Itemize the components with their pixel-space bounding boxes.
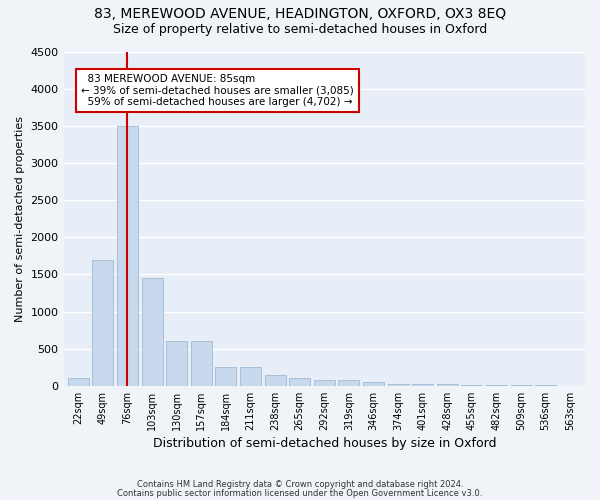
Bar	[92, 260, 113, 386]
Bar	[486, 385, 507, 386]
Bar	[437, 384, 458, 386]
Y-axis label: Number of semi-detached properties: Number of semi-detached properties	[15, 116, 25, 322]
Bar	[191, 341, 212, 386]
Bar	[388, 384, 409, 386]
Bar	[265, 374, 286, 386]
Bar	[215, 367, 236, 386]
Bar	[117, 126, 138, 386]
Bar	[511, 385, 532, 386]
Text: Contains public sector information licensed under the Open Government Licence v3: Contains public sector information licen…	[118, 488, 482, 498]
Bar	[461, 384, 482, 386]
Text: Size of property relative to semi-detached houses in Oxford: Size of property relative to semi-detach…	[113, 22, 487, 36]
Text: 83, MEREWOOD AVENUE, HEADINGTON, OXFORD, OX3 8EQ: 83, MEREWOOD AVENUE, HEADINGTON, OXFORD,…	[94, 8, 506, 22]
Bar	[289, 378, 310, 386]
Text: Contains HM Land Registry data © Crown copyright and database right 2024.: Contains HM Land Registry data © Crown c…	[137, 480, 463, 489]
Bar	[166, 341, 187, 386]
Bar	[240, 367, 261, 386]
Bar	[68, 378, 89, 386]
Bar	[142, 278, 163, 386]
X-axis label: Distribution of semi-detached houses by size in Oxford: Distribution of semi-detached houses by …	[152, 437, 496, 450]
Bar	[314, 380, 335, 386]
Bar	[363, 382, 384, 386]
Bar	[412, 384, 433, 386]
Bar	[338, 380, 359, 386]
Text: 83 MEREWOOD AVENUE: 85sqm
← 39% of semi-detached houses are smaller (3,085)
  59: 83 MEREWOOD AVENUE: 85sqm ← 39% of semi-…	[81, 74, 353, 107]
